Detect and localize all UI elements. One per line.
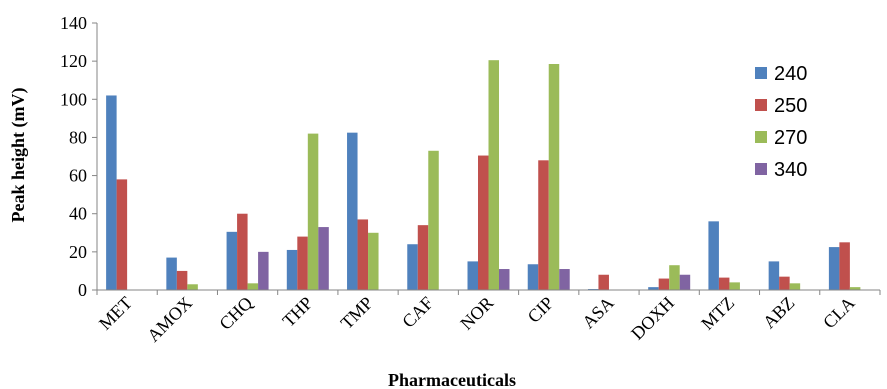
legend-label-270: 270 [774,127,807,149]
bar-cip-270 [548,64,560,290]
x-category-label: ASA [578,293,618,333]
y-tick-label: 0 [78,280,87,300]
y-tick-label: 100 [60,89,87,109]
legend: 240 250 270 340 [755,63,807,181]
y-tick-label: 120 [60,51,87,71]
x-category-label: AMOX [143,293,196,346]
bar-chq-340 [258,251,269,290]
bar-nor-240 [467,261,478,290]
bar-doxh-240 [648,287,659,290]
bar-amox-250 [176,270,188,290]
x-category-label: CHQ [215,293,256,334]
bar-nor-250 [478,155,489,290]
bar-cla-270 [849,287,861,290]
bar-nor-340 [499,269,510,290]
x-category-label: TMP [337,293,377,333]
bar-nor-270 [488,60,499,290]
bar-thp-250 [297,236,308,290]
x-category-labels: MET AMOX CHQ THP TMP CAF NOR CIP ASA DOXH MTZ ABZ CL… [95,293,859,346]
bar-mtz-250 [718,277,730,290]
x-axis-title: Pharmaceuticals [388,370,516,389]
bar-caf-250 [417,225,429,290]
legend-label-250: 250 [774,95,807,117]
bar-mtz-240 [708,221,719,290]
legend-swatch-240 [755,67,767,79]
bar-doxh-250 [658,278,670,290]
bar-thp-340 [318,227,329,290]
y-axis-title: Peak height (mV) [8,88,29,223]
x-category-label: CLA [819,293,859,333]
bar-cip-250 [538,160,549,290]
bar-chq-270 [247,283,259,290]
bar-tmp-250 [357,219,369,290]
y-tick-label: 40 [69,204,87,224]
bar-doxh-340 [679,274,691,290]
y-tick-label: 80 [69,127,87,147]
bar-cip-240 [527,264,539,290]
bars [106,60,861,290]
x-category-label: DOXH [627,293,678,344]
bar-cla-250 [839,242,850,290]
bar-cla-240 [828,247,840,290]
bar-amox-270 [187,284,198,290]
legend-label-340: 340 [774,159,807,181]
x-category-label: THP [278,293,316,331]
bar-tmp-240 [347,132,358,290]
legend-label-240: 240 [774,63,807,85]
bar-abz-250 [779,276,790,290]
bar-caf-270 [428,150,439,290]
bar-chq-240 [226,231,238,290]
bar-met-240 [106,95,117,290]
y-tick-label: 140 [60,13,87,33]
bar-doxh-270 [669,265,680,290]
legend-swatch-250 [755,99,767,111]
x-category-label: MET [95,293,136,334]
x-category-label: CIP [524,293,558,327]
bar-cip-340 [559,269,570,290]
bar-met-250 [116,179,128,290]
bar-abz-240 [768,261,780,290]
bar-tmp-270 [368,232,379,290]
bar-thp-240 [286,249,298,290]
x-category-label: MTZ [697,293,738,334]
bar-abz-270 [789,283,801,290]
bar-chq-250 [237,213,248,290]
x-axis-ticks [96,290,881,295]
legend-swatch-340 [755,163,767,175]
y-tick-label: 20 [69,242,87,262]
x-category-label: CAF [398,293,437,332]
y-axis-ticks: 0 20 40 60 80 100 120 140 [60,13,97,300]
bar-asa-250 [598,274,609,290]
legend-swatch-270 [755,131,767,143]
bar-caf-240 [407,244,418,290]
bar-mtz-270 [729,282,740,290]
x-category-label: ABZ [759,293,799,333]
x-category-label: NOR [456,293,497,334]
y-tick-label: 60 [69,166,87,186]
bar-thp-270 [307,133,319,290]
bar-amox-240 [166,257,177,290]
